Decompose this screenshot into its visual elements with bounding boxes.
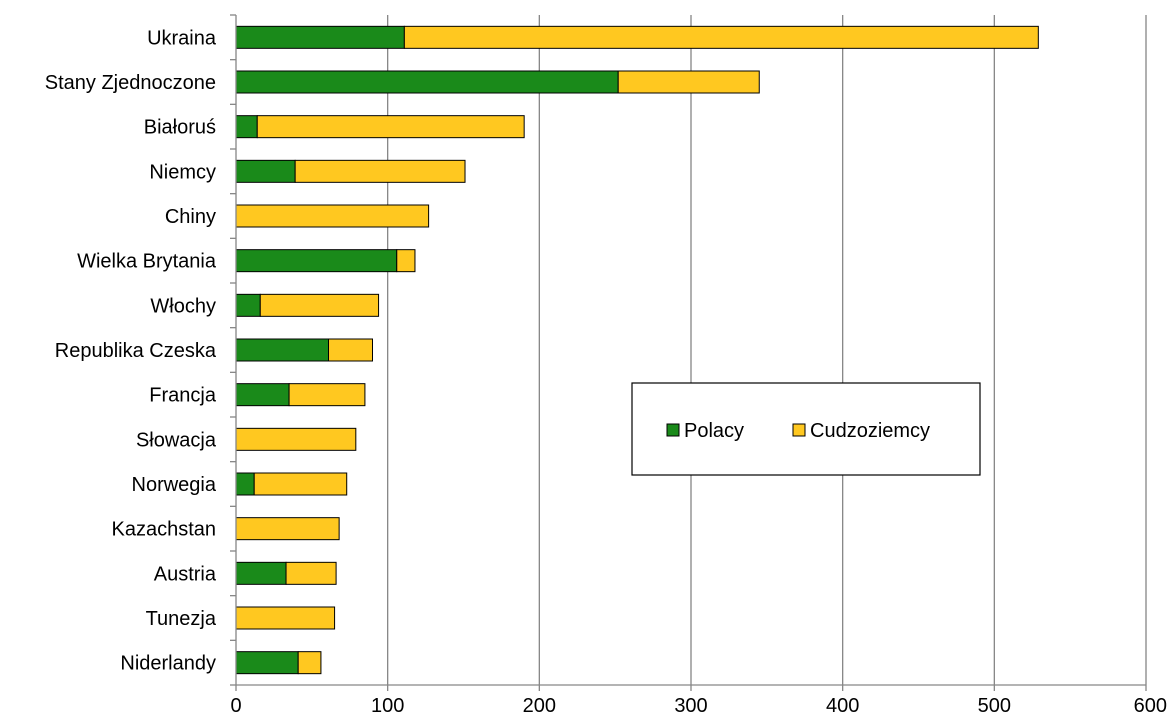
bar-cudzoziemcy <box>294 159 466 183</box>
category-label: Norwegia <box>132 474 217 496</box>
category-label: Niemcy <box>149 161 216 183</box>
bar-cudzoziemcy <box>235 517 340 541</box>
legend: Polacy Cudzoziemcy <box>631 382 981 476</box>
bar-cudzoziemcy <box>253 472 348 496</box>
bar-polacy <box>235 651 299 675</box>
bar-cudzoziemcy <box>288 383 366 407</box>
category-label: Chiny <box>165 206 216 228</box>
bar-cudzoziemcy <box>259 293 380 317</box>
bar-cudzoziemcy <box>235 427 357 451</box>
category-label: Austria <box>154 563 217 585</box>
x-tick-label: 200 <box>523 695 556 717</box>
axes <box>230 14 1147 691</box>
bar-cudzoziemcy <box>285 561 337 585</box>
legend-box <box>631 382 981 476</box>
category-label: Włochy <box>150 295 216 317</box>
bar-polacy <box>235 25 405 49</box>
bar-polacy <box>235 561 287 585</box>
legend-label-polacy: Polacy <box>684 420 744 442</box>
bar-cudzoziemcy <box>396 249 416 273</box>
category-label: Ukraina <box>147 27 217 49</box>
x-tick-label: 300 <box>674 695 707 717</box>
category-label: Republika Czeska <box>55 340 217 362</box>
bar-polacy <box>235 249 398 273</box>
bar-cudzoziemcy <box>403 25 1039 49</box>
grid-lines <box>387 15 1147 685</box>
category-label: Francja <box>149 385 217 407</box>
legend-label-cudzoziemcy: Cudzoziemcy <box>810 420 930 442</box>
category-label: Kazachstan <box>111 519 216 541</box>
bar-polacy <box>235 383 290 407</box>
bar-cudzoziemcy <box>328 338 373 362</box>
category-labels: Ukraina Stany Zjednoczone Białoruś Niemcy Ch… <box>45 27 217 674</box>
legend-swatch-polacy <box>666 423 680 437</box>
legend-swatch-cudzoziemcy <box>792 423 806 437</box>
bar-cudzoziemcy <box>256 115 525 139</box>
category-label: Słowacja <box>136 429 217 451</box>
category-label: Białoruś <box>144 117 216 139</box>
x-tick-label: 400 <box>826 695 859 717</box>
bar-polacy <box>235 293 261 317</box>
bar-polacy <box>235 472 255 496</box>
x-tick-label: 0 <box>230 695 241 717</box>
bar-polacy <box>235 159 296 183</box>
category-label: Wielka Brytania <box>77 251 217 273</box>
bars <box>235 25 1039 675</box>
category-label: Stany Zjednoczone <box>45 72 216 94</box>
bar-polacy <box>235 115 258 139</box>
x-tick-labels: 0 100 200 300 400 500 600 <box>230 695 1167 717</box>
bar-cudzoziemcy <box>235 204 430 228</box>
bar-cudzoziemcy <box>617 70 760 94</box>
x-tick-label: 100 <box>371 695 404 717</box>
category-label: Tunezja <box>146 608 217 630</box>
bar-cudzoziemcy <box>297 651 322 675</box>
x-tick-label: 600 <box>1134 695 1167 717</box>
bar-polacy <box>235 70 619 94</box>
bar-cudzoziemcy <box>235 606 336 630</box>
category-label: Niderlandy <box>120 653 216 675</box>
x-tick-label: 500 <box>978 695 1011 717</box>
bar-polacy <box>235 338 330 362</box>
